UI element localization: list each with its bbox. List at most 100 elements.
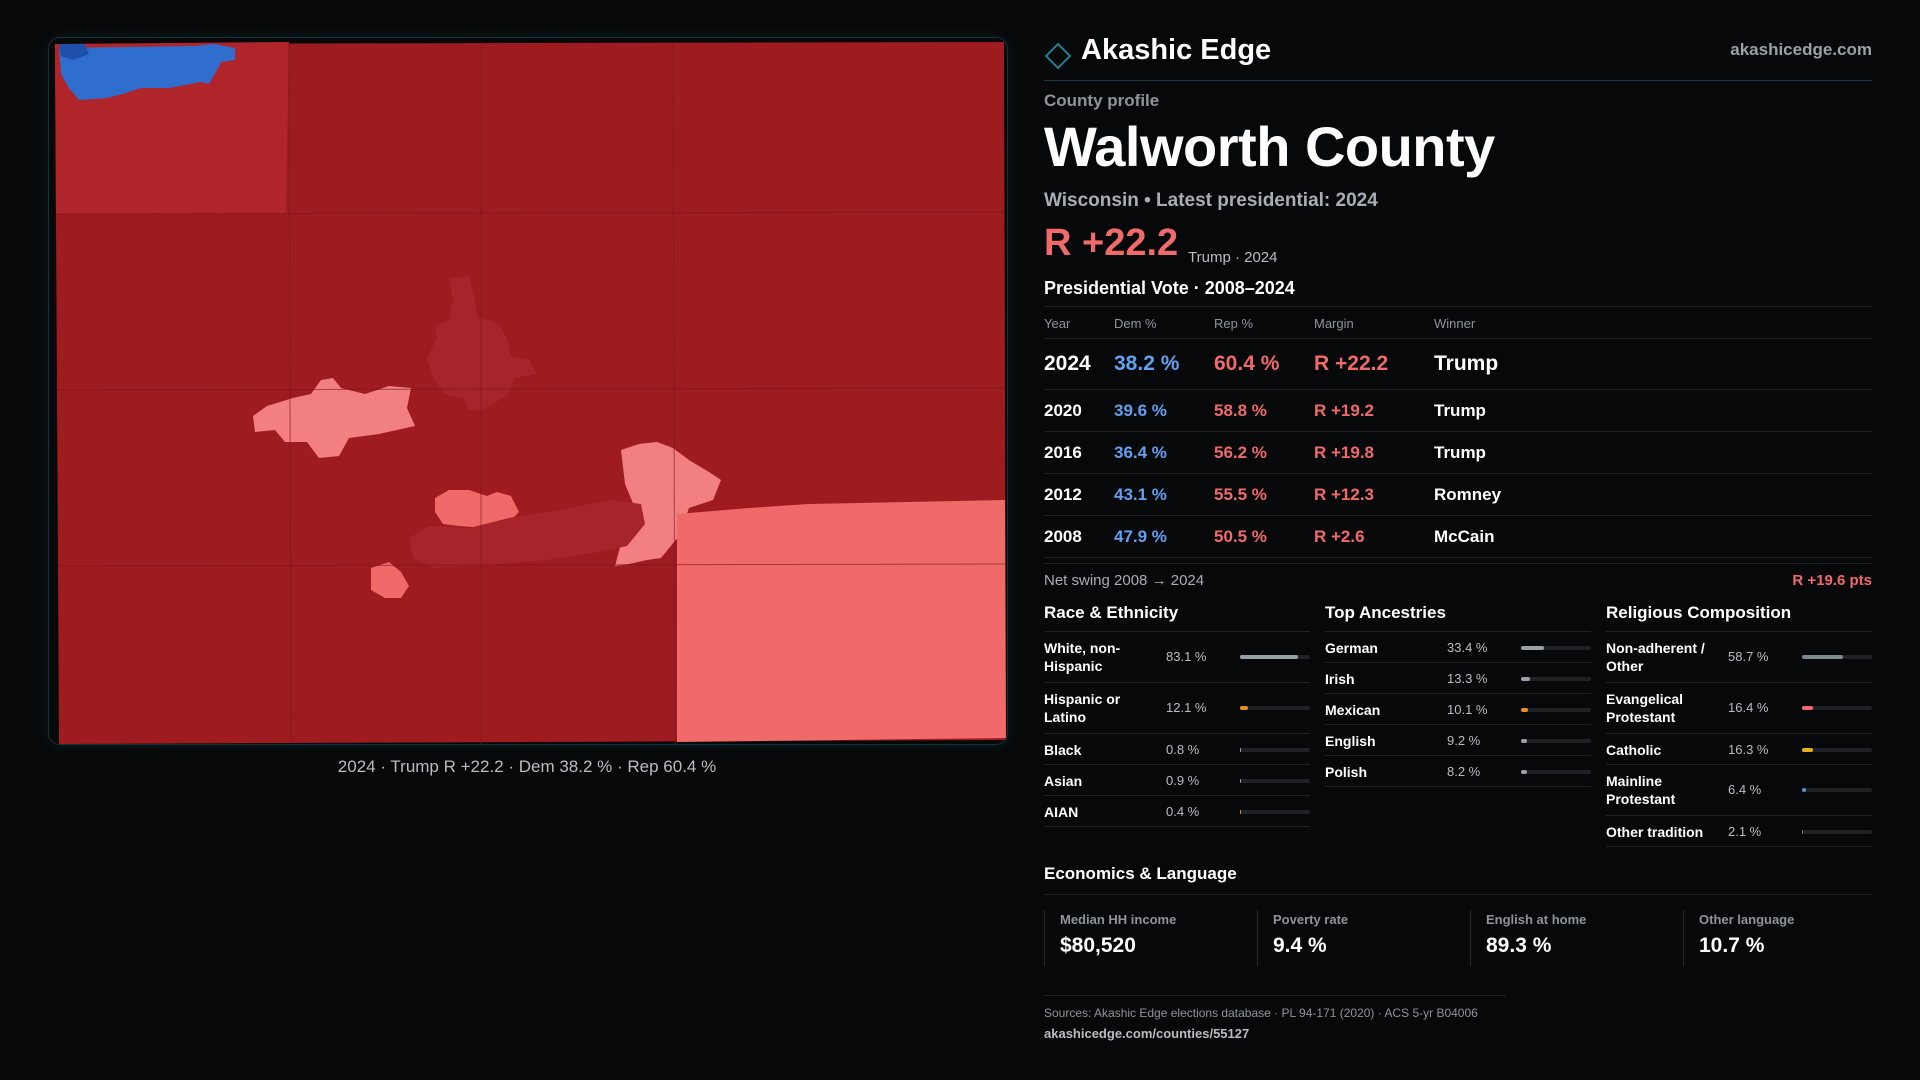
item-label: Mainline Protestant <box>1606 773 1676 807</box>
brand-url-link[interactable]: akashicedge.com <box>1730 40 1872 59</box>
item-value: 2.1 % <box>1728 824 1762 839</box>
bar-fill <box>1521 708 1529 712</box>
ancestries-section: Top Ancestries German 33.4 % Irish 13.3 … <box>1325 600 1591 787</box>
row-year: 2024 <box>1044 352 1091 375</box>
column-header-margin: Margin <box>1314 316 1354 331</box>
item-label: Asian <box>1044 773 1083 789</box>
list-item: Mainline Protestant 6.4 % <box>1606 765 1872 816</box>
map-city-lake-geneva <box>615 442 721 566</box>
county-map[interactable] <box>48 37 1008 745</box>
list-item: Hispanic or Latino 12.1 % <box>1044 683 1310 734</box>
bar-fill <box>1802 706 1814 710</box>
row-dem: 39.6 % <box>1114 401 1167 420</box>
item-value: 9.2 % <box>1447 733 1481 748</box>
list-item: Asian 0.9 % <box>1044 765 1310 796</box>
stat-label: Median HH income <box>1060 912 1177 927</box>
table-row: 2020 39.6 % 58.8 % R +19.2 Trump <box>1044 390 1872 432</box>
row-dem: 43.1 % <box>1114 485 1167 504</box>
map-grid-line <box>672 41 676 744</box>
item-label: English <box>1325 733 1376 749</box>
row-year: 2016 <box>1044 443 1082 462</box>
map-grid-line <box>54 211 1006 215</box>
row-dem: 38.2 % <box>1114 352 1180 375</box>
item-value: 16.3 % <box>1728 742 1769 757</box>
column-header-winner: Winner <box>1434 316 1476 331</box>
stat-card: Other language 10.7 % <box>1683 910 1884 966</box>
table-row: 2012 43.1 % 55.5 % R +12.3 Romney <box>1044 474 1872 516</box>
row-margin: R +2.6 <box>1314 527 1365 546</box>
item-value: 33.4 % <box>1447 640 1488 655</box>
map-grid-line <box>56 387 1006 391</box>
stat-value: 10.7 % <box>1699 934 1765 957</box>
bar-track <box>1240 779 1310 783</box>
bar-fill <box>1802 830 1804 834</box>
stat-card: English at home 89.3 % <box>1470 910 1671 966</box>
map-township-dem <box>59 44 235 100</box>
item-value: 0.8 % <box>1166 742 1200 757</box>
map-lake-geneva-shore <box>409 500 645 568</box>
bar-track <box>1802 830 1872 834</box>
stat-card: Poverty rate 9.4 % <box>1257 910 1458 966</box>
county-profile-panel: Akashic Edge akashicedge.com County prof… <box>1044 0 1872 1080</box>
item-label: Other tradition <box>1606 824 1704 840</box>
list-item: Irish 13.3 % <box>1325 663 1591 694</box>
economics-title: Economics & Language <box>1044 864 1237 883</box>
item-label: German <box>1325 640 1378 656</box>
list-item: English 9.2 % <box>1325 725 1591 756</box>
map-grid-line <box>58 563 1006 567</box>
bar-fill <box>1240 779 1241 783</box>
section-title: Top Ancestries <box>1325 600 1591 632</box>
vote-table-header: Year Dem % Rep % Margin Winner <box>1044 306 1872 339</box>
bar-track <box>1802 788 1872 792</box>
map-city-genoa <box>371 562 409 598</box>
list-item: White, non-Hispanic 83.1 % <box>1044 632 1310 683</box>
row-year: 2020 <box>1044 401 1082 420</box>
bar-track <box>1802 655 1872 659</box>
brand-header: Akashic Edge akashicedge.com <box>1044 30 1872 81</box>
list-item: Mexican 10.1 % <box>1325 694 1591 725</box>
stat-card: Median HH income $80,520 <box>1044 910 1245 966</box>
bar-fill <box>1240 748 1241 752</box>
vote-table: Year Dem % Rep % Margin Winner 2024 38.2… <box>1044 306 1872 558</box>
county-map-svg[interactable] <box>49 38 1007 744</box>
row-year: 2008 <box>1044 527 1082 546</box>
stat-value: $80,520 <box>1060 934 1136 957</box>
race-ethnicity-section: Race & Ethnicity White, non-Hispanic 83.… <box>1044 600 1310 827</box>
bar-track <box>1521 677 1591 681</box>
item-label: Mexican <box>1325 702 1381 718</box>
bar-track <box>1240 748 1310 752</box>
bar-track <box>1240 655 1310 659</box>
item-label: Catholic <box>1606 742 1662 758</box>
bar-track <box>1521 770 1591 774</box>
stat-value: 89.3 % <box>1486 934 1552 957</box>
county-page-link[interactable]: akashicedge.com/counties/55127 <box>1044 1026 1250 1041</box>
row-rep: 55.5 % <box>1214 485 1267 504</box>
bar-fill <box>1240 655 1299 659</box>
vote-table-heading: Presidential Vote · 2008–2024 <box>1044 278 1295 298</box>
map-caption: 2024 · Trump R +22.2 · Dem 38.2 % · Rep … <box>337 757 717 776</box>
profile-kicker: County profile <box>1044 91 1160 110</box>
item-label: Black <box>1044 742 1082 758</box>
row-winner: McCain <box>1434 527 1495 546</box>
list-item: AIAN 0.4 % <box>1044 796 1310 827</box>
item-label: White, non-Hispanic <box>1044 640 1121 674</box>
item-label: Evangelical Protestant <box>1606 691 1684 725</box>
divider <box>1044 894 1872 895</box>
bar-track <box>1521 708 1591 712</box>
profile-subtitle: Wisconsin • Latest presidential: 2024 <box>1044 190 1378 211</box>
row-winner: Romney <box>1434 485 1502 504</box>
item-value: 16.4 % <box>1728 700 1769 715</box>
item-value: 6.4 % <box>1728 782 1762 797</box>
table-row: 2008 47.9 % 50.5 % R +2.6 McCain <box>1044 516 1872 558</box>
row-dem: 36.4 % <box>1114 443 1167 462</box>
item-label: Polish <box>1325 764 1368 780</box>
bar-track <box>1240 706 1310 710</box>
list-item: Non-adherent / Other 58.7 % <box>1606 632 1872 683</box>
row-dem: 47.9 % <box>1114 527 1167 546</box>
map-city-walworth <box>435 490 519 528</box>
diamond-logo-icon <box>1044 42 1072 70</box>
column-header-year: Year <box>1044 316 1071 331</box>
bar-fill <box>1521 677 1531 681</box>
stat-label: Poverty rate <box>1273 912 1349 927</box>
list-item: Evangelical Protestant 16.4 % <box>1606 683 1872 734</box>
